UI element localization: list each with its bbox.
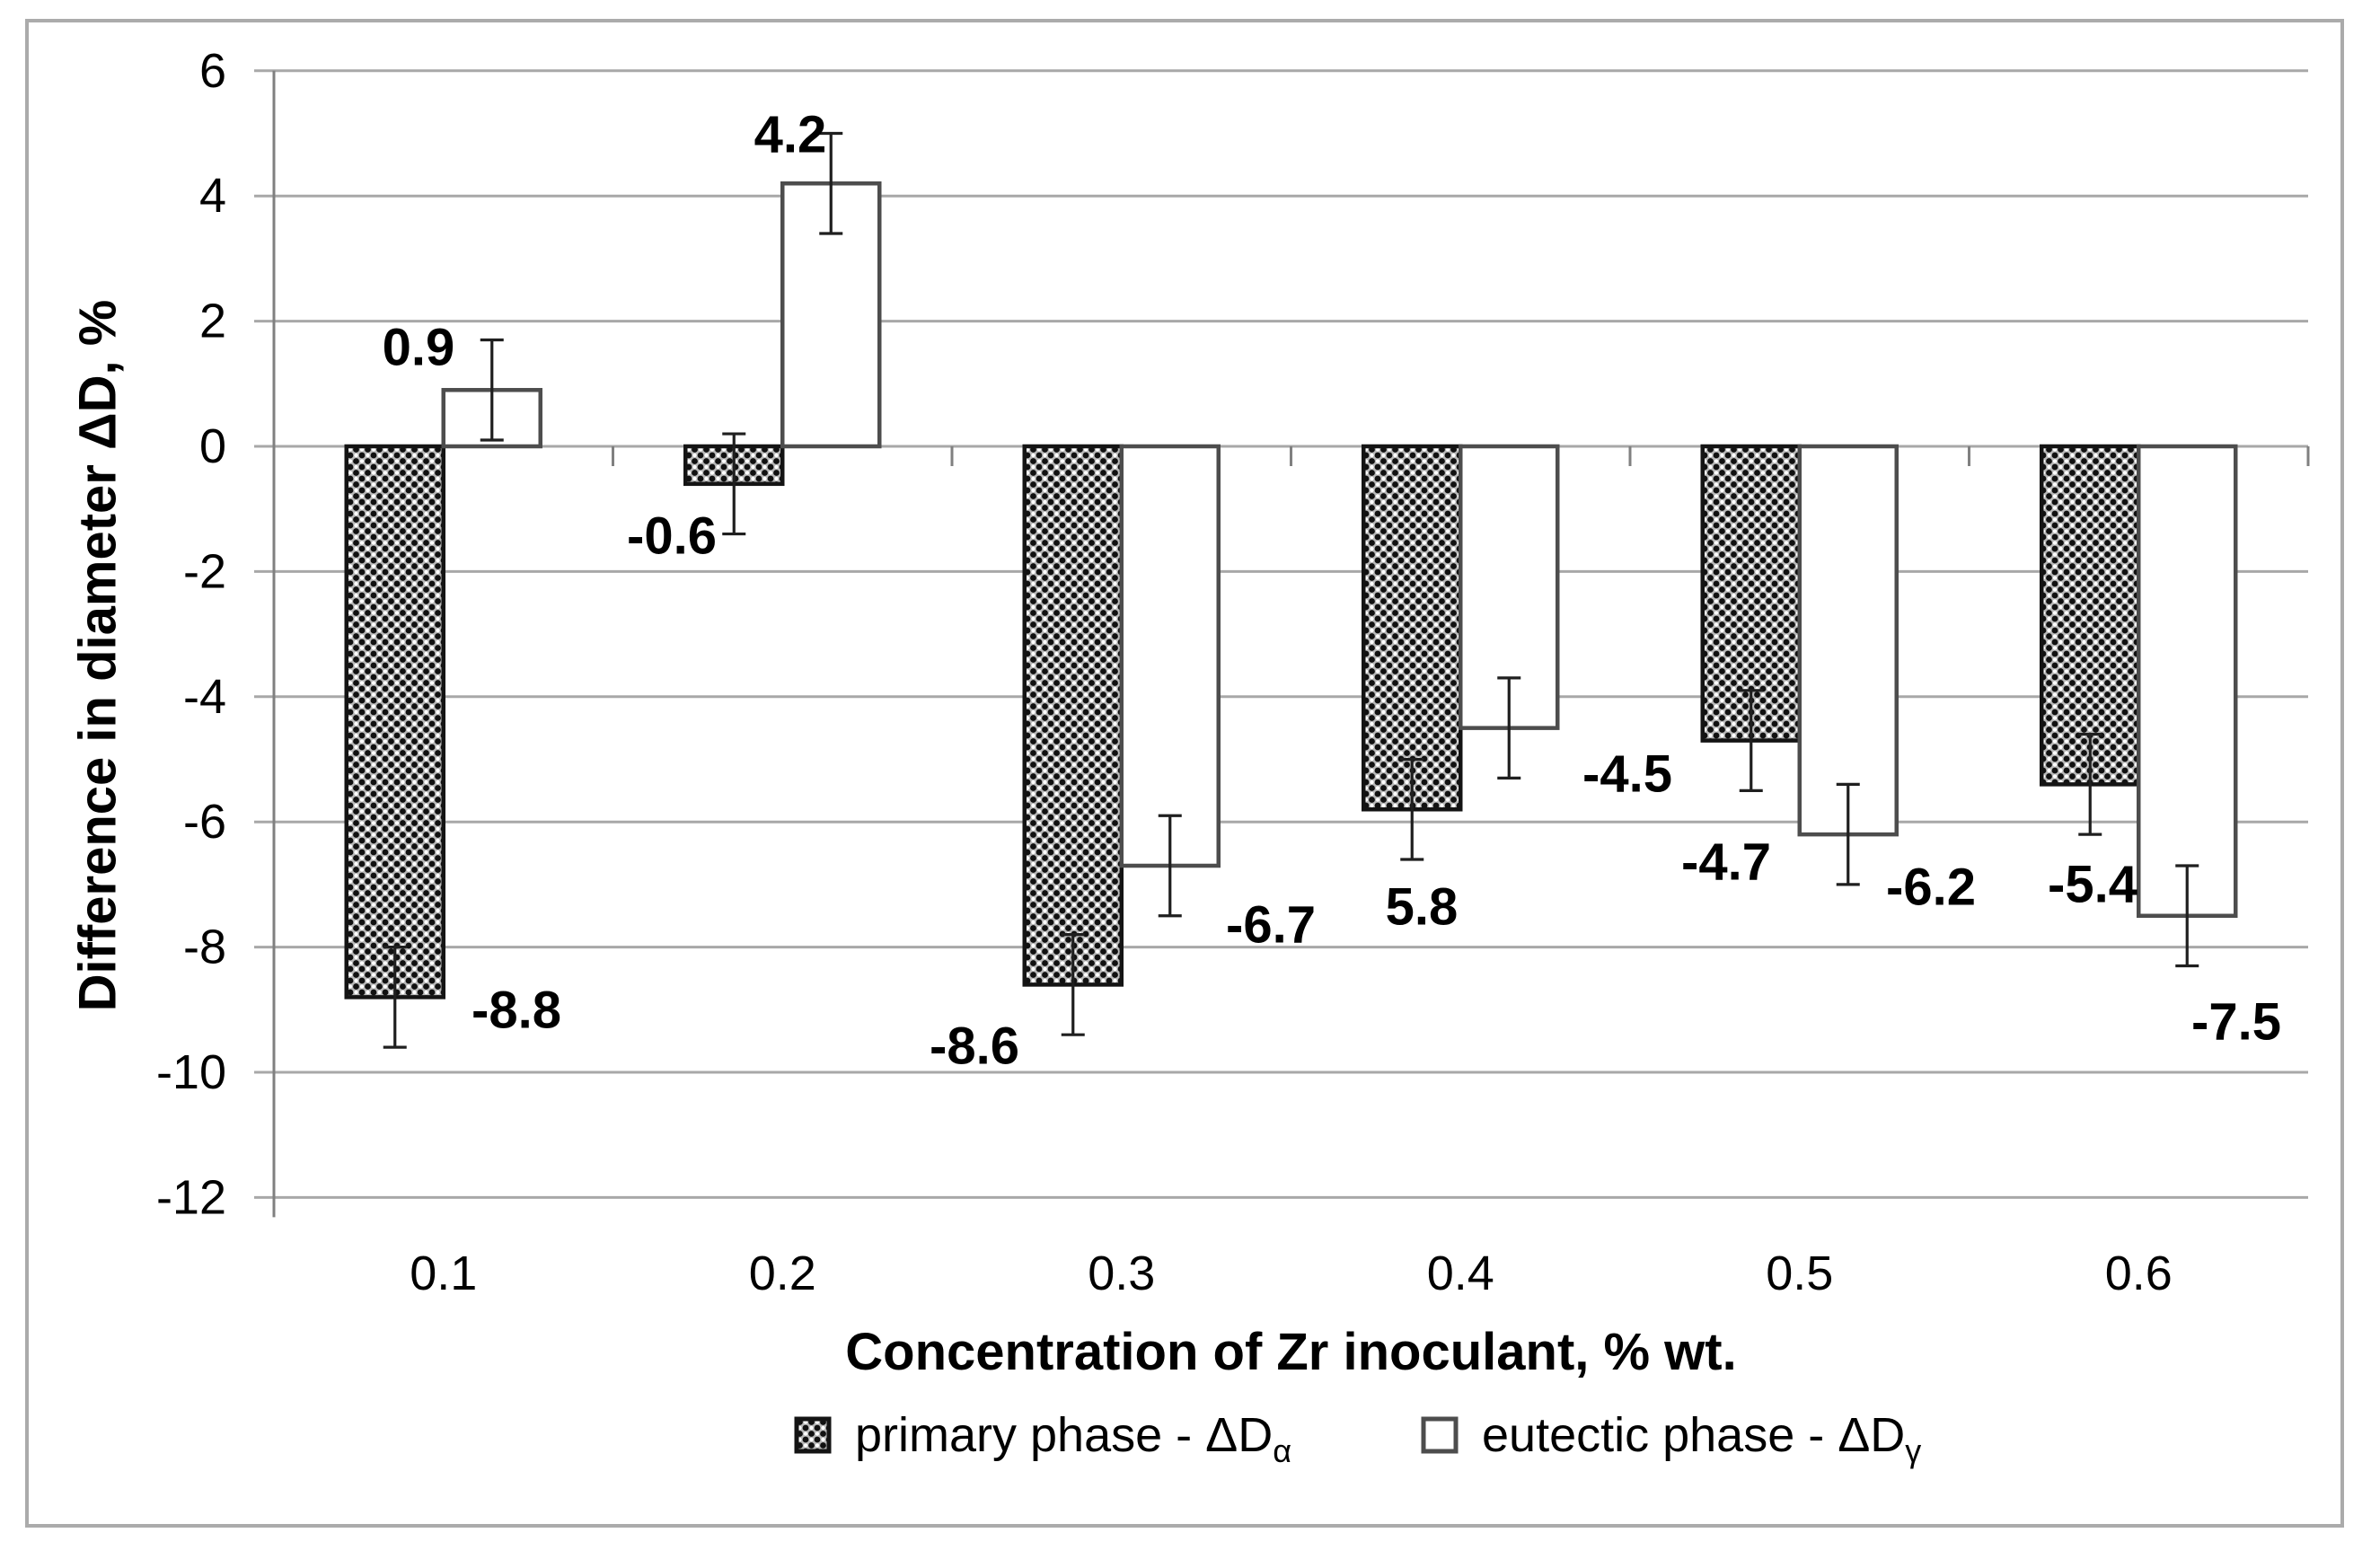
x-tick-label: 0.6 [2105, 1246, 2173, 1300]
y-tick-label: 2 [199, 295, 226, 348]
x-tick-label: 0.2 [749, 1246, 816, 1300]
legend-swatch-hatched-icon [794, 1416, 832, 1454]
y-tick-label: 4 [199, 169, 226, 223]
y-tick-label: -8 [183, 921, 226, 974]
value-label: -4.5 [1582, 745, 1672, 804]
y-axis-title: Difference in diameter ΔD, % [68, 299, 128, 1012]
x-tick-label: 0.4 [1427, 1246, 1494, 1300]
y-tick-label: -10 [156, 1045, 226, 1099]
bar-eutectic-0.6 [2137, 444, 2238, 918]
value-label: -7.5 [2191, 993, 2281, 1052]
value-label: 4.2 [754, 106, 827, 164]
value-label: -6.7 [1226, 896, 1316, 955]
value-label: -5.4 [2048, 856, 2137, 914]
y-tick-label: -12 [156, 1170, 226, 1224]
bar-primary-0.1 [344, 444, 445, 1000]
legend-entry-eutectic: eutectic phase - ΔDγ [1421, 1408, 1921, 1467]
x-tick-label: 0.3 [1088, 1246, 1155, 1300]
legend-swatch-open-icon [1421, 1416, 1459, 1454]
x-tick-label: 0.1 [410, 1246, 477, 1300]
legend-entry-primary: primary phase - ΔDα [794, 1408, 1291, 1467]
x-axis-title: Concentration of Zr inoculant, % wt. [845, 1323, 1737, 1381]
y-tick-label: -2 [183, 544, 226, 598]
y-tick-label: 6 [199, 44, 226, 98]
bar-primary-0.3 [1022, 444, 1124, 987]
value-label: -8.6 [930, 1017, 1019, 1076]
y-tick-label: -4 [183, 670, 226, 724]
y-tick-label: 0 [199, 419, 226, 473]
bar-eutectic-0.3 [1119, 444, 1221, 868]
legend-label-eutectic: eutectic phase - ΔDγ [1482, 1408, 1922, 1469]
value-label: -4.7 [1681, 833, 1771, 892]
y-tick-label: -6 [183, 795, 226, 849]
value-label: -0.6 [627, 507, 717, 566]
bar-primary-0.4 [1362, 444, 1463, 812]
bar-primary-0.6 [2040, 444, 2141, 787]
value-label: 5.8 [1386, 878, 1459, 937]
value-label: 0.9 [383, 319, 455, 377]
x-tick-label: 0.5 [1766, 1246, 1833, 1300]
legend-label-primary: primary phase - ΔDα [855, 1408, 1292, 1469]
value-label: -8.8 [472, 982, 561, 1040]
bar-eutectic-0.5 [1797, 444, 1899, 837]
value-label: -6.2 [1886, 859, 1976, 917]
